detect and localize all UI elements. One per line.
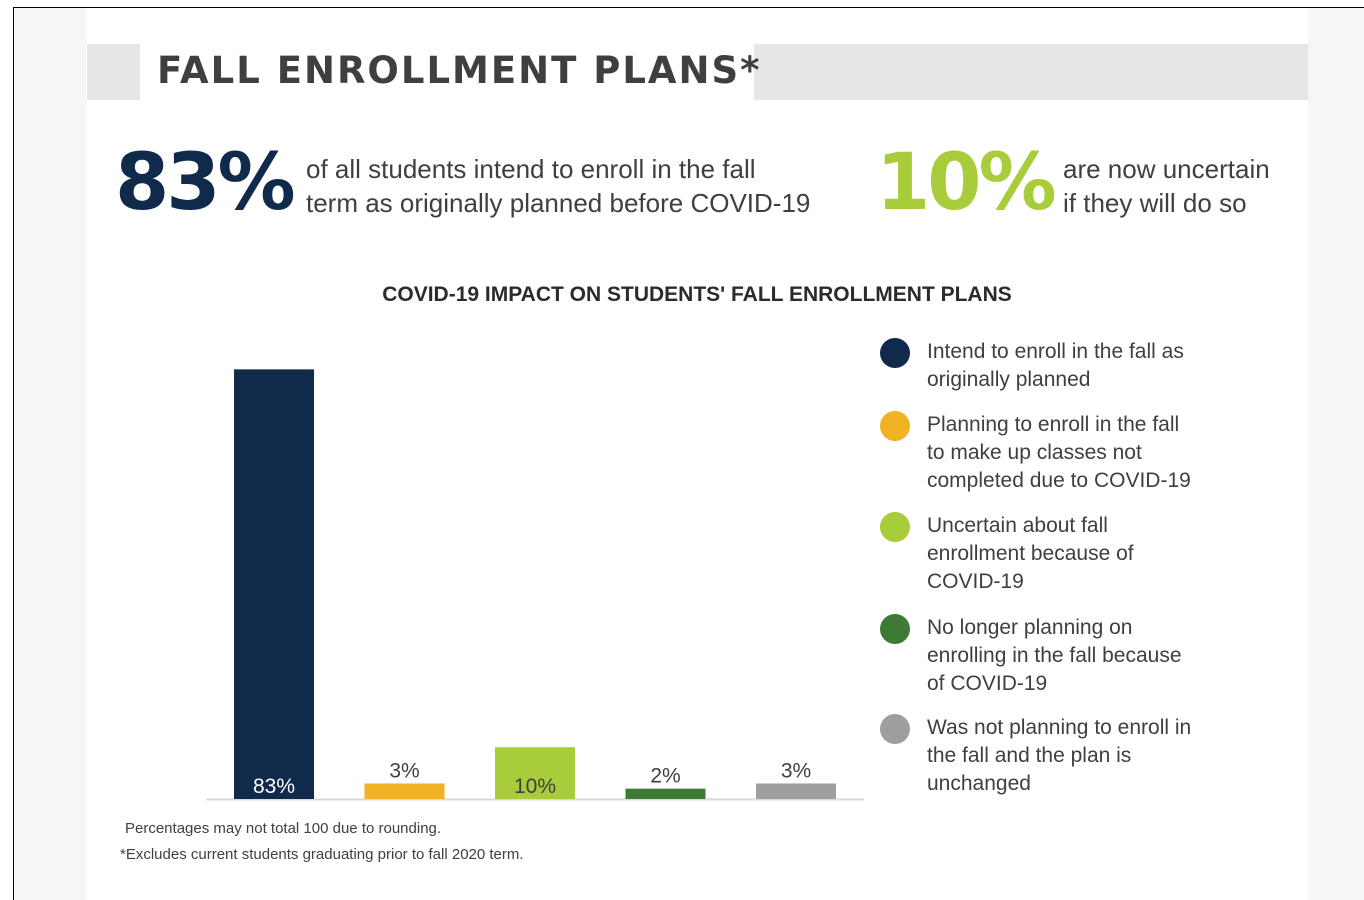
stat-uncertain-value: 10%	[876, 138, 1057, 228]
legend-label-5-line-3: unchanged	[927, 772, 1031, 795]
bar-2	[364, 783, 445, 799]
legend-label-3: Uncertain about fall enrollment because o…	[927, 512, 1134, 596]
legend-swatch-2	[880, 411, 910, 441]
legend-label-2-line-3: completed due to COVID-19	[927, 469, 1191, 492]
bar-1	[234, 369, 314, 799]
bar-5	[756, 783, 836, 799]
legend-label-5: Was not planning to enroll in the fall an…	[927, 714, 1191, 798]
legend-label-4-line-1: No longer planning on	[927, 616, 1133, 639]
left-margin-panel	[14, 8, 86, 900]
legend-swatch-4	[880, 614, 910, 644]
legend-swatch-1	[880, 338, 910, 368]
footnote-exclusion: *Excludes current students graduating pr…	[120, 846, 524, 863]
stat-enroll-line-2: term as originally planned before COVID-…	[306, 188, 811, 218]
bar-4	[625, 788, 706, 799]
legend-label-4-line-2: enrolling in the fall because	[927, 644, 1182, 667]
legend-label-1-line-1: Intend to enroll in the fall as	[927, 340, 1184, 363]
legend-label-4-line-3: of COVID-19	[927, 672, 1048, 695]
bar-label-5: 3%	[781, 759, 811, 782]
legend-label-3-line-1: Uncertain about fall	[927, 514, 1108, 537]
stat-uncertain-text: are now uncertain if they will do so	[1063, 152, 1270, 220]
frame-top-border	[13, 7, 1364, 8]
bar-label-4: 2%	[650, 765, 680, 788]
bar-label-1: 83%	[253, 775, 295, 798]
right-margin-panel	[1308, 8, 1364, 900]
legend-swatch-3	[880, 512, 910, 542]
footnote-rounding: Percentages may not total 100 due to rou…	[125, 820, 442, 837]
legend-label-1-line-2: originally planned	[927, 368, 1091, 391]
bar-3	[495, 747, 575, 799]
legend-label-5-line-2: the fall and the plan is	[927, 744, 1132, 767]
legend-label-2-line-1: Planning to enroll in the fall	[927, 413, 1180, 436]
stat-enroll-text: of all students intend to enroll in the …	[306, 152, 810, 220]
chart-title: COVID-19 IMPACT ON STUDENTS' FALL ENROLL…	[382, 283, 1012, 306]
header-band-right	[754, 44, 1308, 100]
bar-chart: 83% 3% 10% 2% 3%	[206, 369, 864, 801]
legend-label-4: No longer planning on enrolling in the fa…	[927, 614, 1182, 698]
stat-enroll-value: 83%	[115, 138, 296, 228]
legend-label-5-line-1: Was not planning to enroll in	[927, 716, 1192, 739]
legend-swatch-5	[880, 714, 910, 744]
legend-label-1: Intend to enroll in the fall as originall…	[927, 338, 1184, 394]
bar-label-2: 3%	[389, 759, 419, 782]
stat-enroll-line-1: of all students intend to enroll in the …	[306, 154, 756, 184]
legend-label-3-line-3: COVID-19	[927, 570, 1024, 593]
header-band-left	[87, 44, 140, 100]
legend-label-2: Planning to enroll in the fall to make up…	[927, 411, 1191, 495]
legend-label-2-line-2: to make up classes not	[927, 441, 1142, 464]
legend-label-3-line-2: enrollment because of	[927, 542, 1134, 565]
bar-label-3: 10%	[514, 775, 556, 798]
frame-left-border	[13, 7, 14, 900]
stat-uncertain-line-1: are now uncertain	[1063, 154, 1270, 184]
page-title: FALL ENROLLMENT PLANS*	[157, 49, 762, 92]
stat-uncertain-line-2: if they will do so	[1063, 188, 1247, 218]
